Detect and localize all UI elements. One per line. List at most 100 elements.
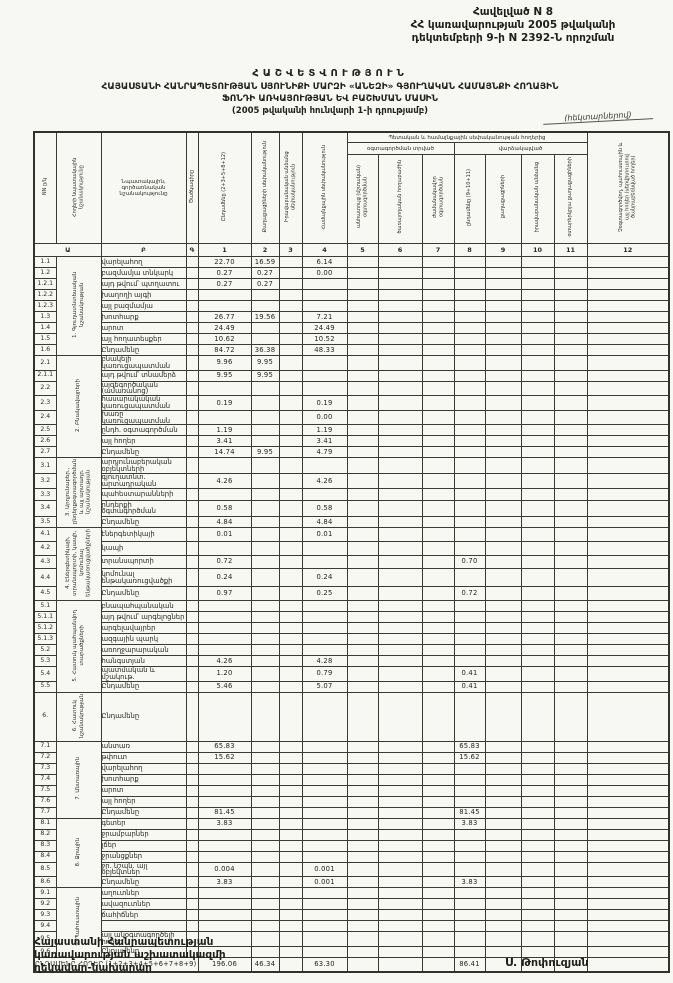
cell-c5 (346, 300, 379, 312)
section-label: 6. Հատուկ նշանակության (55, 691, 102, 742)
cell-c9 (484, 256, 522, 268)
row-number: 5.5 (33, 680, 57, 693)
cell-c3 (278, 500, 303, 517)
cell-c11 (553, 920, 588, 933)
cell-c8 (453, 322, 486, 334)
cell-a (185, 773, 199, 786)
row-number: 7.7 (33, 806, 57, 819)
cell-c8: 81.45 (453, 806, 486, 819)
cell-c1 (197, 632, 252, 645)
cell-c6 (377, 424, 423, 437)
cell-c3 (278, 278, 303, 290)
cell-c4: 0.00 (301, 267, 348, 279)
total-cell-c8: 86.41 (453, 956, 486, 973)
cell-c2 (250, 515, 280, 529)
cell-c2 (250, 435, 280, 448)
row-label: բազմամյա տնկարկ (100, 267, 187, 279)
row-number: 9.2 (33, 898, 57, 911)
cell-c9 (484, 267, 522, 279)
cell-c10 (520, 806, 555, 819)
cell-c11 (553, 395, 588, 411)
row-number: 8.5 (33, 861, 57, 878)
cell-c12 (586, 599, 670, 612)
table-row: 5.4 պատմական և մշակութ. 1.20 0.79 0.41 (33, 665, 670, 682)
row-number: 5.2 (33, 643, 57, 656)
cell-c11 (553, 817, 588, 830)
cell-c12 (586, 311, 670, 323)
cell-c8 (453, 773, 486, 786)
cell-a (185, 395, 199, 411)
cell-c6 (377, 380, 423, 397)
cell-c2 (250, 380, 280, 397)
cell-c1 (197, 409, 252, 426)
cell-c9 (484, 931, 522, 947)
cell-c12 (586, 945, 670, 958)
cell-c7 (421, 586, 455, 601)
cell-c1: 14.74 (197, 446, 252, 459)
cell-c5 (346, 887, 379, 900)
cell-a (185, 887, 199, 900)
group-header-state-community: Պետական և համայնքային սեփականության հողե… (346, 131, 588, 143)
cell-c11 (553, 610, 588, 623)
cell-c2: 0.27 (250, 278, 280, 290)
cell-c5 (346, 931, 379, 947)
total-cell-c7 (421, 956, 455, 973)
cell-c9 (484, 920, 522, 933)
cell-c3 (278, 909, 303, 922)
row-label: պատմական և մշակութ. (100, 665, 187, 682)
cell-c7 (421, 680, 455, 693)
table-row: 5.3 հանգստյան 4.26 4.28 (33, 654, 670, 667)
cell-a (185, 643, 199, 656)
cell-c4: 5.07 (301, 680, 348, 693)
row-number: 8.3 (33, 839, 57, 852)
table-row: 5.1.2 արգելավայրեր (33, 621, 670, 634)
cell-c12 (586, 488, 670, 502)
cell-c7 (421, 861, 455, 878)
signatory-name: Ս. Թոփուզյան (505, 956, 589, 969)
cell-c2 (250, 554, 280, 570)
cell-c9 (484, 311, 522, 323)
cell-c5 (346, 654, 379, 667)
col-header-temporary-use: ժամանակավոր օգտագործման (421, 154, 455, 244)
cell-c1: 0.01 (197, 527, 252, 542)
cell-c12 (586, 784, 670, 797)
cell-c12 (586, 515, 670, 529)
cell-c11 (553, 795, 588, 808)
cell-c1: 9.95 (197, 369, 252, 382)
cell-c3 (278, 773, 303, 786)
cell-c2 (250, 762, 280, 775)
row-label: պահեստարանների (100, 488, 187, 502)
cell-c3 (278, 898, 303, 911)
cell-c1: 0.72 (197, 554, 252, 570)
cell-c4: 6.14 (301, 256, 348, 268)
cell-c6 (377, 632, 423, 645)
row-number: 4.4 (33, 568, 57, 588)
cell-c2: 9.95 (250, 355, 280, 371)
cell-c11 (553, 784, 588, 797)
table-row: 6. 6. Հատուկ նշանակության Ընդամենը (33, 691, 670, 742)
table-row: 8.4 ջրանցքներ (33, 850, 670, 863)
cell-c1: 0.27 (197, 278, 252, 290)
cell-c7 (421, 435, 455, 448)
section-label: 1. Գյուղատնտեսական նշանակության (55, 256, 102, 356)
cell-c12 (586, 806, 670, 819)
cell-c1 (197, 784, 252, 797)
cell-c4 (301, 488, 348, 502)
row-number: 8.1 (33, 817, 57, 830)
cell-c2 (250, 457, 280, 474)
cell-c1: 0.27 (197, 267, 252, 279)
row-number: 7.5 (33, 784, 57, 797)
annex-reference-block: Հավելված N 8 ՀՀ կառավարության 2005 թվակա… (363, 6, 663, 45)
cell-c1 (197, 488, 252, 502)
cell-c5 (346, 876, 379, 889)
cell-c4 (301, 369, 348, 382)
row-label: կոմունալ ենթակառուցվածքի (100, 568, 187, 588)
cell-c11 (553, 488, 588, 502)
cell-c4 (301, 740, 348, 753)
cell-c10 (520, 380, 555, 397)
cell-c3 (278, 424, 303, 437)
cell-c6 (377, 665, 423, 682)
cell-c6 (377, 267, 423, 279)
cell-c11 (553, 751, 588, 764)
